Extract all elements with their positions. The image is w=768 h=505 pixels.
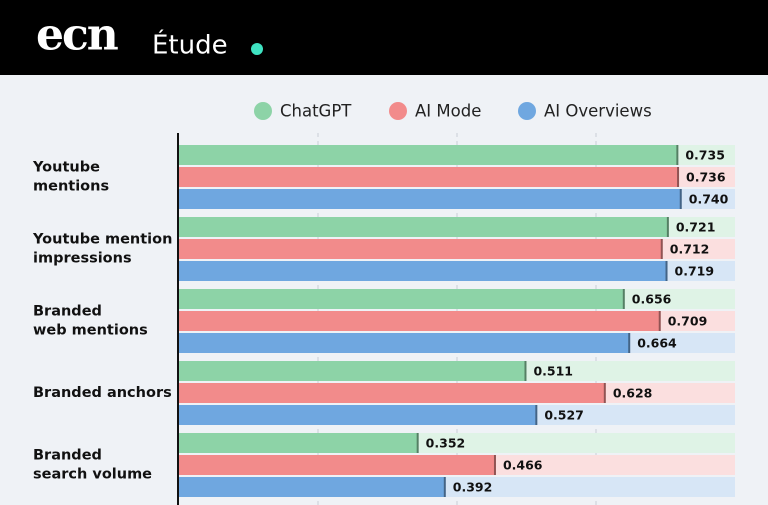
- legend-label: ChatGPT: [280, 102, 352, 121]
- bar: [179, 405, 537, 425]
- value-label: 0.719: [675, 264, 715, 279]
- category-label: Branded web mentions: [33, 304, 148, 339]
- value-label: 0.352: [426, 436, 466, 451]
- value-label: 0.736: [686, 170, 726, 185]
- legend-swatch: [518, 102, 536, 120]
- value-label: 0.664: [637, 336, 677, 351]
- value-label: 0.466: [503, 458, 543, 473]
- bar: [179, 361, 526, 381]
- header-dot: [251, 43, 263, 55]
- bar: [179, 477, 445, 497]
- category-label: Youtube mention impressions: [32, 232, 172, 267]
- header-bar: [0, 0, 768, 75]
- category-label: Branded anchors: [33, 385, 172, 401]
- bar: [179, 289, 624, 309]
- value-label: 0.527: [544, 408, 584, 423]
- bar: [179, 261, 667, 281]
- category-label: Branded search volume: [33, 448, 152, 483]
- value-label: 0.511: [533, 364, 573, 379]
- legend-swatch: [389, 102, 407, 120]
- bar: [179, 333, 630, 353]
- legend-swatch: [254, 102, 272, 120]
- bar: [179, 433, 418, 453]
- value-label: 0.712: [670, 242, 710, 257]
- value-label: 0.721: [676, 220, 716, 235]
- bar: [179, 145, 678, 165]
- bar: [179, 217, 668, 237]
- value-label: 0.656: [632, 292, 672, 307]
- bar: [179, 167, 679, 187]
- value-label: 0.392: [453, 480, 493, 495]
- value-label: 0.740: [689, 192, 729, 207]
- bar: [179, 239, 662, 259]
- bar: [179, 455, 495, 475]
- legend-label: AI Overviews: [544, 102, 652, 121]
- bar: [179, 383, 605, 403]
- value-label: 0.735: [685, 148, 725, 163]
- bar: [179, 311, 660, 331]
- value-label: 0.709: [668, 314, 708, 329]
- header-label: Étude: [152, 29, 228, 61]
- category-label: Youtube mentions: [32, 160, 109, 195]
- logo: ecn: [36, 10, 118, 61]
- bar: [179, 189, 681, 209]
- legend-label: AI Mode: [415, 102, 481, 121]
- value-label: 0.628: [613, 386, 653, 401]
